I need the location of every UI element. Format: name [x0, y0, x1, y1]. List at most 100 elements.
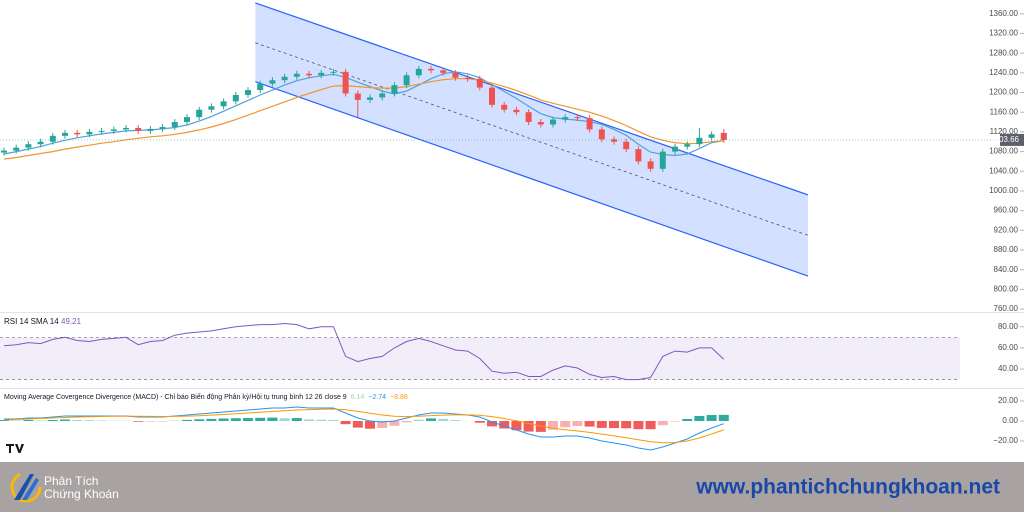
histogram-bar [511, 421, 522, 431]
histogram-bar [72, 420, 83, 421]
brand-name: Chứng Khoán [44, 487, 119, 501]
candle-body [330, 71, 337, 73]
y-tick-label: 800.00 [994, 284, 1019, 293]
histogram-bar [560, 421, 571, 428]
brand-name: Phân Tích [44, 474, 98, 488]
histogram-bar [645, 421, 656, 430]
candle-body [171, 122, 178, 127]
candle-body [659, 151, 666, 169]
candle-body [367, 97, 373, 100]
histogram-bar [316, 419, 327, 421]
candle-body [184, 117, 190, 123]
y-tick-label: 880.00 [994, 245, 1019, 254]
y-tick-label: 1040.00 [989, 166, 1018, 175]
macd-legend-value: −2.74 [368, 394, 386, 401]
histogram-bar [96, 420, 107, 421]
histogram-bar [194, 419, 205, 421]
histogram-bar [548, 421, 558, 430]
histogram-bar [401, 421, 412, 423]
chart-background [0, 0, 1024, 462]
candle-body [62, 132, 68, 136]
candle-body [196, 109, 203, 118]
channel-line [255, 81, 809, 277]
candle-body [74, 132, 81, 135]
candle-body [537, 122, 544, 125]
candle-body [403, 75, 410, 86]
histogram-bar [572, 421, 583, 426]
candle-body [86, 131, 93, 135]
y-tick-label: 1120.00 [990, 127, 1019, 136]
candle-body [220, 101, 227, 107]
histogram-bar [487, 421, 497, 427]
candle-body [98, 130, 105, 132]
histogram-bar [706, 415, 717, 421]
candle-body [379, 93, 386, 98]
candle-body [306, 73, 312, 76]
histogram-bar [279, 418, 290, 421]
histogram-bar [0, 420, 9, 421]
histogram-bar [218, 418, 229, 421]
histogram-bar [718, 414, 729, 421]
histogram-bar [133, 421, 144, 422]
y-tick-label: 1280.00 [989, 48, 1018, 57]
candle-body [293, 73, 300, 77]
histogram-bar [499, 421, 510, 429]
y-tick-label: 1160.00 [990, 107, 1019, 116]
histogram-bar [596, 421, 607, 428]
y-tick-label: 1360.00 [989, 9, 1018, 18]
y-tick-label: −20.00 [993, 436, 1018, 445]
rsi-title: RSI 14 SMA 14 [4, 317, 59, 326]
footer-band [0, 462, 1024, 512]
candle-body [159, 126, 166, 129]
candle-body [635, 149, 642, 162]
candle-body [562, 117, 569, 120]
histogram-bar [352, 421, 363, 428]
histogram-bar [377, 421, 388, 428]
candle-body [49, 135, 56, 142]
histogram-bar [365, 421, 375, 429]
histogram-bar [60, 419, 70, 421]
candle-body [708, 134, 715, 138]
histogram-bar [47, 420, 58, 421]
histogram-bar [11, 420, 22, 421]
candle-body [318, 72, 325, 76]
histogram-bar [657, 421, 668, 426]
histogram-bar [389, 421, 400, 426]
candle-body [257, 83, 264, 91]
histogram-bar [157, 421, 168, 422]
y-tick-label: 1320.00 [989, 29, 1018, 38]
histogram-bar [426, 418, 436, 421]
candle-body [464, 77, 471, 79]
histogram-bar [694, 416, 705, 421]
candle-body [476, 78, 483, 88]
candle-body [269, 80, 276, 84]
candle-body [415, 68, 422, 76]
candle-body [525, 112, 532, 123]
candle-body [110, 129, 117, 131]
candle-body [37, 141, 44, 145]
candle-body [501, 104, 508, 110]
last-price-box [1000, 133, 1024, 146]
candle-body [611, 139, 617, 142]
candle-body [13, 147, 20, 151]
website: www.phantichchungkhoan.net [695, 476, 1000, 499]
signal-line [3, 408, 724, 444]
candle-body [135, 127, 142, 131]
histogram-bar [633, 421, 644, 430]
histogram-bar [584, 421, 595, 427]
candle-body [391, 85, 398, 94]
histogram-bar [609, 421, 619, 429]
histogram-bar [145, 421, 156, 422]
candle-body [245, 90, 251, 95]
candle-body [647, 161, 654, 169]
histogram-bar [84, 420, 95, 421]
y-tick-label: 1000.00 [989, 186, 1018, 195]
histogram-bar [328, 420, 339, 421]
y-tick-label: 960.00 [994, 206, 1019, 215]
histogram-bar [340, 421, 351, 425]
y-tick-label: 40.00 [998, 364, 1019, 373]
histogram-bar [291, 418, 302, 421]
histogram-bar [523, 421, 534, 432]
candle-body [440, 70, 447, 73]
